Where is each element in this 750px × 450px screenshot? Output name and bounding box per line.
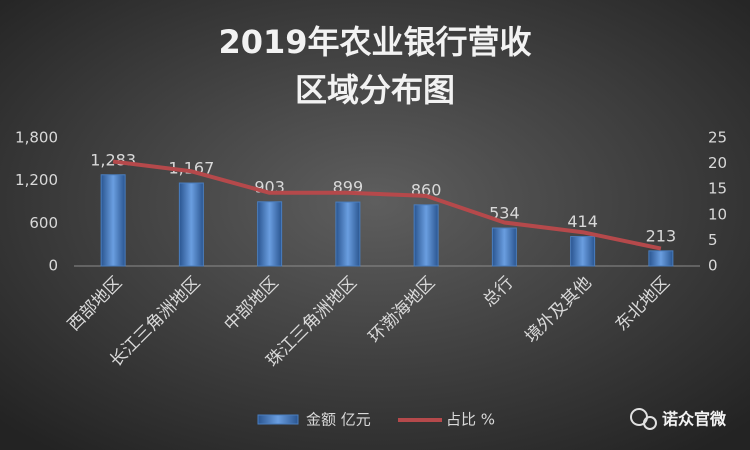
y-tick-label: 0 [48,257,58,275]
bar [413,204,439,267]
watermark: 诺众官微 [630,408,727,430]
chart-title: 区域分布图 [295,71,455,109]
y-tick-label: 1,800 [15,129,58,147]
legend-label: 占比 % [446,411,495,429]
y2-tick-label: 5 [708,231,718,249]
legend-swatch [257,414,299,425]
y2-tick-label: 0 [708,257,718,275]
bar [335,201,361,267]
value-label: 213 [646,226,677,245]
y-tick-label: 1,200 [15,171,58,189]
value-label: 1,283 [90,150,136,169]
chart-title: 2019年农业银行营收 [218,23,531,61]
y2-tick-label: 15 [708,180,727,198]
watermark-text: 诺众官微 [662,410,727,429]
watermark-icon [643,416,657,430]
bar [491,227,517,267]
y-tick-label: 600 [29,214,58,232]
bar [570,236,596,267]
y2-tick-label: 25 [708,129,727,147]
bar [257,201,283,267]
value-label: 414 [567,212,598,231]
legend-label: 金额 亿元 [306,411,371,429]
line [112,159,662,251]
bar [648,250,674,267]
bar [100,174,126,267]
y2-tick-label: 10 [708,205,727,223]
bar [178,182,204,267]
y2-tick-label: 20 [708,154,727,172]
